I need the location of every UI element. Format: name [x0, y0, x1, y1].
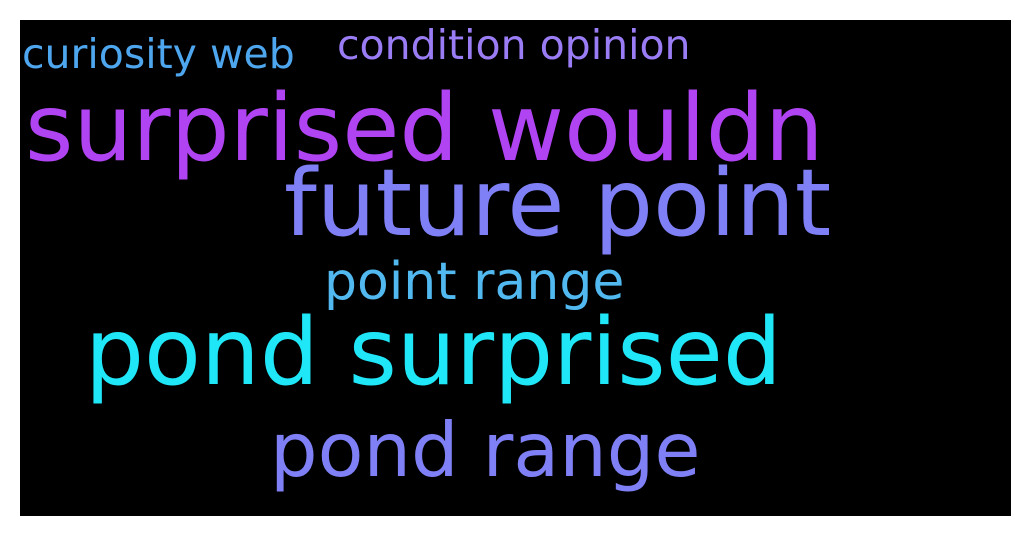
- word-pond-surprised: pond surprised: [85, 298, 782, 406]
- word-future-point: future point: [284, 149, 832, 257]
- word-point-range: point range: [324, 252, 625, 312]
- word-surprised-wouldn: surprised wouldn: [25, 74, 824, 182]
- word-condition-opinion: condition opinion: [337, 21, 691, 69]
- word-cloud-canvas: curiosity web condition opinion surprise…: [20, 20, 1011, 516]
- word-pond-range: pond range: [270, 406, 701, 494]
- word-curiosity-web: curiosity web: [22, 30, 295, 78]
